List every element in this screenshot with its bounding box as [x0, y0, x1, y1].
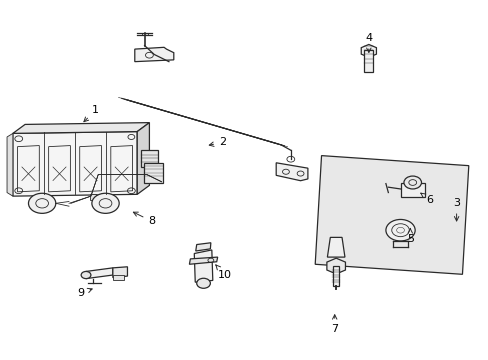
Polygon shape — [189, 257, 217, 264]
Circle shape — [28, 193, 56, 213]
Text: 6: 6 — [420, 193, 432, 205]
Polygon shape — [113, 267, 127, 278]
Circle shape — [81, 271, 91, 279]
Text: 3: 3 — [452, 198, 459, 221]
Bar — [90, 194, 96, 200]
Text: 10: 10 — [215, 265, 231, 280]
Text: 1: 1 — [84, 105, 99, 122]
Bar — [113, 275, 124, 280]
Bar — [400, 183, 424, 197]
Polygon shape — [195, 243, 210, 251]
Polygon shape — [361, 44, 376, 57]
Circle shape — [196, 278, 210, 288]
Bar — [332, 266, 339, 286]
Polygon shape — [194, 250, 212, 282]
Bar — [99, 194, 104, 200]
Polygon shape — [13, 123, 149, 134]
Polygon shape — [276, 163, 307, 181]
Polygon shape — [86, 268, 113, 279]
Polygon shape — [137, 123, 149, 194]
Text: 7: 7 — [330, 315, 338, 334]
Text: 8: 8 — [133, 212, 155, 226]
Polygon shape — [315, 156, 468, 274]
Text: 5: 5 — [406, 228, 413, 244]
Polygon shape — [135, 47, 173, 62]
Circle shape — [385, 220, 414, 241]
Text: 2: 2 — [209, 138, 225, 147]
Bar — [364, 50, 372, 72]
Bar — [143, 163, 163, 183]
Bar — [142, 33, 148, 36]
Text: 9: 9 — [78, 288, 92, 298]
Polygon shape — [326, 258, 345, 274]
Bar — [107, 194, 113, 200]
Polygon shape — [327, 237, 344, 257]
Circle shape — [92, 193, 119, 213]
Bar — [141, 149, 158, 167]
Text: 4: 4 — [365, 33, 372, 53]
Polygon shape — [13, 132, 137, 196]
Polygon shape — [7, 134, 13, 196]
Circle shape — [403, 176, 421, 189]
